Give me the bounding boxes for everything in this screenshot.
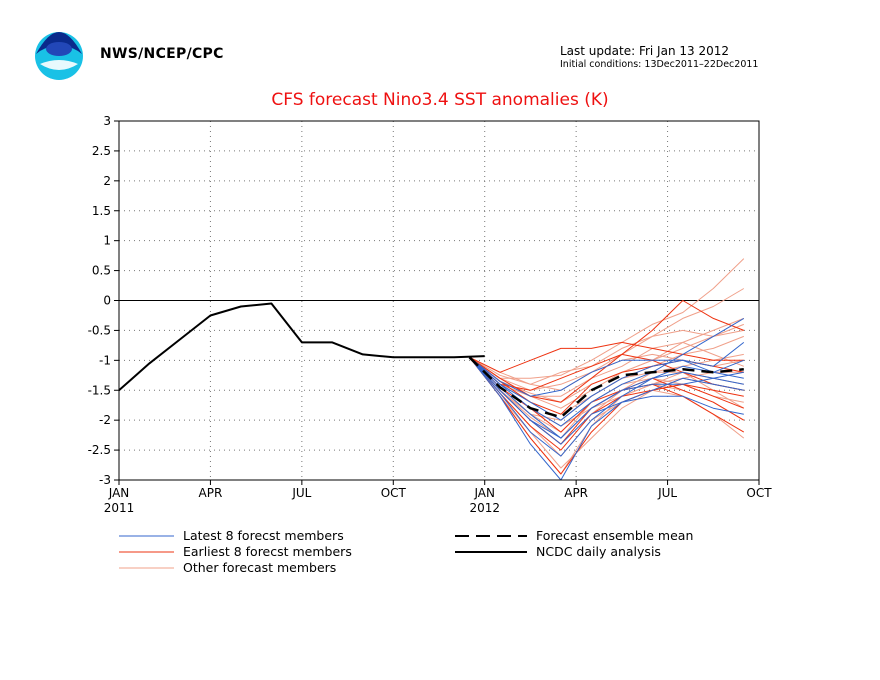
series-line-mean: [468, 356, 744, 419]
series-line-other: [469, 341, 744, 397]
x-tick-label: OCT: [381, 486, 407, 500]
series-layer: [118, 258, 745, 481]
y-tick-label: -3: [99, 473, 111, 487]
y-tick-label: 1: [103, 234, 111, 248]
x-tick-label: OCT: [746, 486, 772, 500]
x-tick-label: JUL: [291, 486, 311, 500]
legend-label-analysis: NCDC daily analysis: [536, 544, 661, 559]
x-tick-label: JAN: [473, 486, 495, 500]
y-tick-label: -1: [99, 353, 111, 367]
x-tick-label: APR: [199, 486, 223, 500]
x-tick-label: JUL: [657, 486, 677, 500]
x-tick-year: 2011: [104, 501, 135, 515]
series-line-earliest: [469, 356, 744, 475]
y-tick-label: -2.5: [88, 443, 111, 457]
y-tick-label: 0: [103, 294, 111, 308]
last-update: Last update: Fri Jan 13 2012: [560, 44, 729, 58]
legend-label-earliest: Earliest 8 forecst members: [183, 544, 352, 559]
legend-label-latest: Latest 8 forecst members: [183, 528, 344, 543]
y-tick-label: -2: [99, 413, 111, 427]
series-line-earliest: [469, 341, 744, 373]
series-line-other: [469, 329, 744, 385]
series-line-analysis: [118, 302, 485, 392]
chart-title: CFS forecast Nino3.4 SST anomalies (K): [271, 90, 609, 110]
y-tick-label: 0.5: [92, 264, 111, 278]
series-line-other: [469, 258, 745, 379]
series-line-latest: [469, 356, 744, 397]
x-tick-label: JAN: [108, 486, 130, 500]
series-line-latest: [469, 356, 744, 439]
y-tick-label: 2.5: [92, 144, 111, 158]
legend-label-mean: Forecast ensemble mean: [536, 528, 693, 543]
noaa-logo-icon: [35, 32, 83, 80]
plot-frame: [118, 120, 760, 481]
series-line-other: [469, 288, 745, 391]
series-line-earliest: [469, 356, 744, 451]
agency-name: NWS/NCEP/CPC: [100, 46, 224, 62]
grid-layer: [119, 121, 759, 480]
y-tick-label: -1.5: [88, 383, 111, 397]
series-line-latest: [469, 342, 745, 421]
series-line-earliest: [469, 353, 744, 391]
y-tick-label: -0.5: [88, 323, 111, 337]
x-tick-label: APR: [564, 486, 588, 500]
x-tick-year: 2012: [469, 501, 500, 515]
y-tick-label: 2: [103, 174, 111, 188]
y-tick-label: 3: [103, 114, 111, 128]
legend-label-other: Other forecast members: [183, 560, 336, 575]
y-tick-label: 1.5: [92, 204, 111, 218]
initial-conditions: Initial conditions: 13Dec2011–22Dec2011: [560, 59, 759, 70]
series-line-latest: [469, 356, 744, 457]
axes-layer: 32.521.510.50-0.5-1-1.5-2-2.5-3JAN2011AP…: [88, 114, 773, 515]
